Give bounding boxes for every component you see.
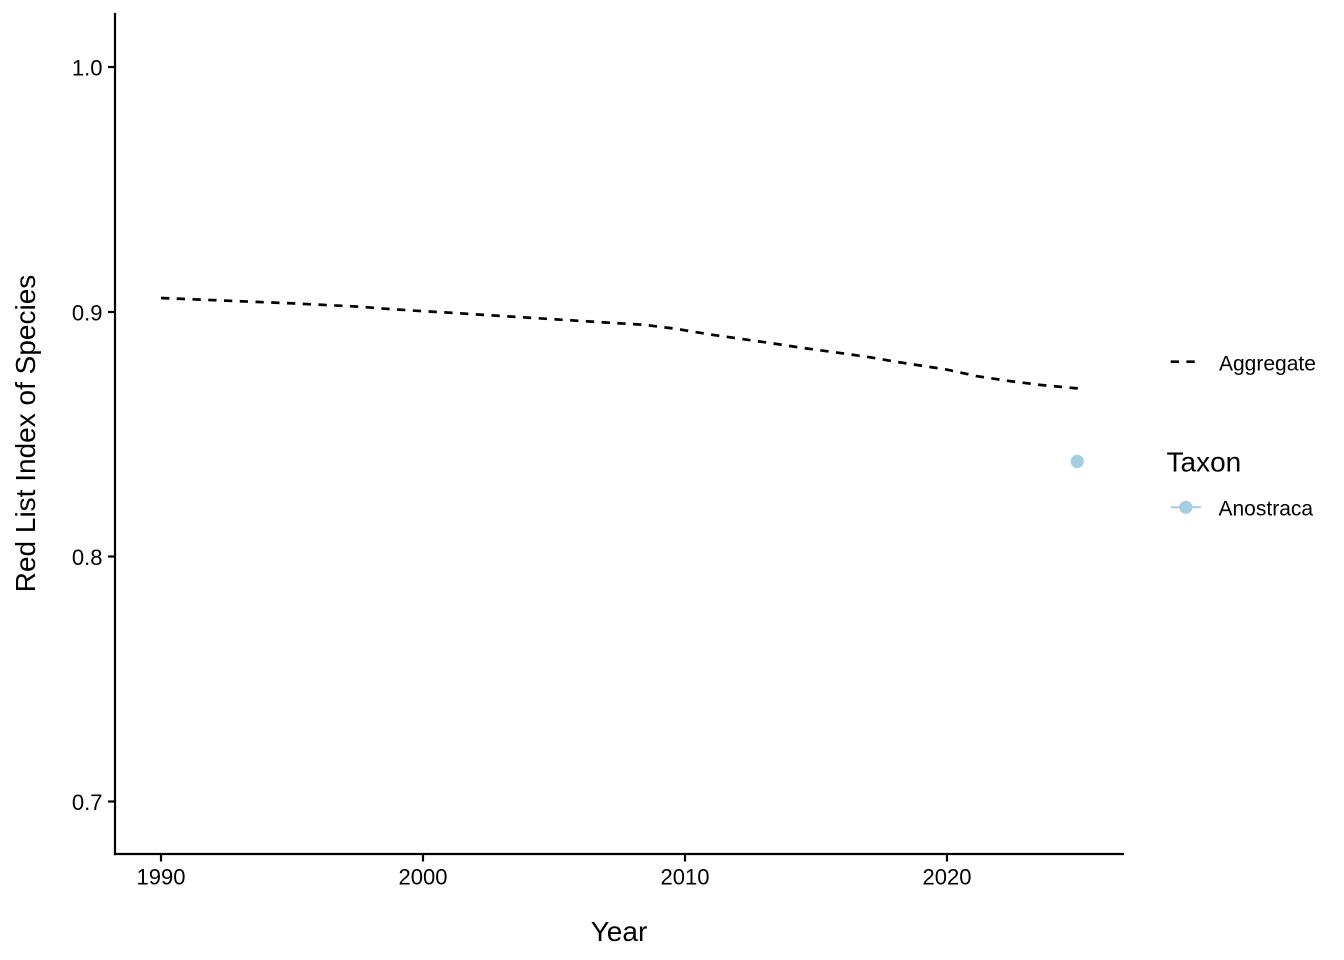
svg-text:Anostraca: Anostraca [1219, 497, 1314, 520]
svg-text:Aggregate: Aggregate [1219, 352, 1316, 375]
svg-text:1990: 1990 [137, 864, 186, 889]
svg-text:2000: 2000 [399, 864, 448, 889]
svg-text:Taxon: Taxon [1167, 447, 1242, 478]
svg-text:1.0: 1.0 [72, 56, 103, 81]
svg-text:0.8: 0.8 [72, 545, 103, 570]
svg-text:2010: 2010 [661, 864, 710, 889]
svg-text:Red List Index of Species: Red List Index of Species [10, 275, 41, 593]
svg-text:0.9: 0.9 [72, 301, 103, 326]
svg-text:2020: 2020 [923, 864, 972, 889]
svg-text:0.7: 0.7 [72, 790, 103, 815]
svg-text:Year: Year [591, 916, 648, 947]
